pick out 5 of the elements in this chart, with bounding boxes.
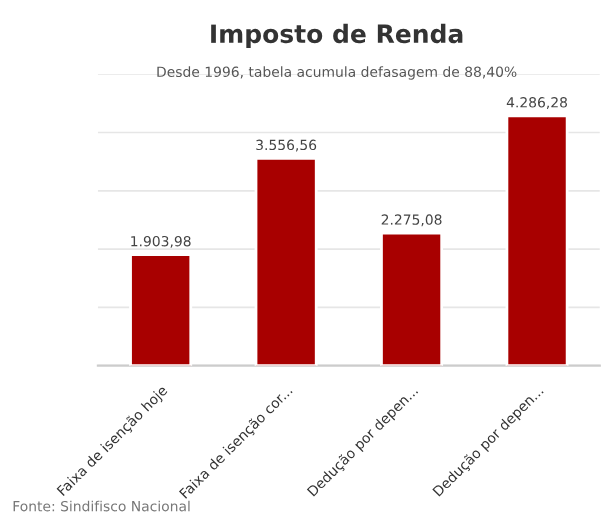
bar (254, 156, 318, 366)
bar (129, 253, 193, 366)
chart-title: Imposto de Renda (211, 23, 463, 49)
bar (505, 114, 569, 366)
bar (380, 231, 444, 366)
